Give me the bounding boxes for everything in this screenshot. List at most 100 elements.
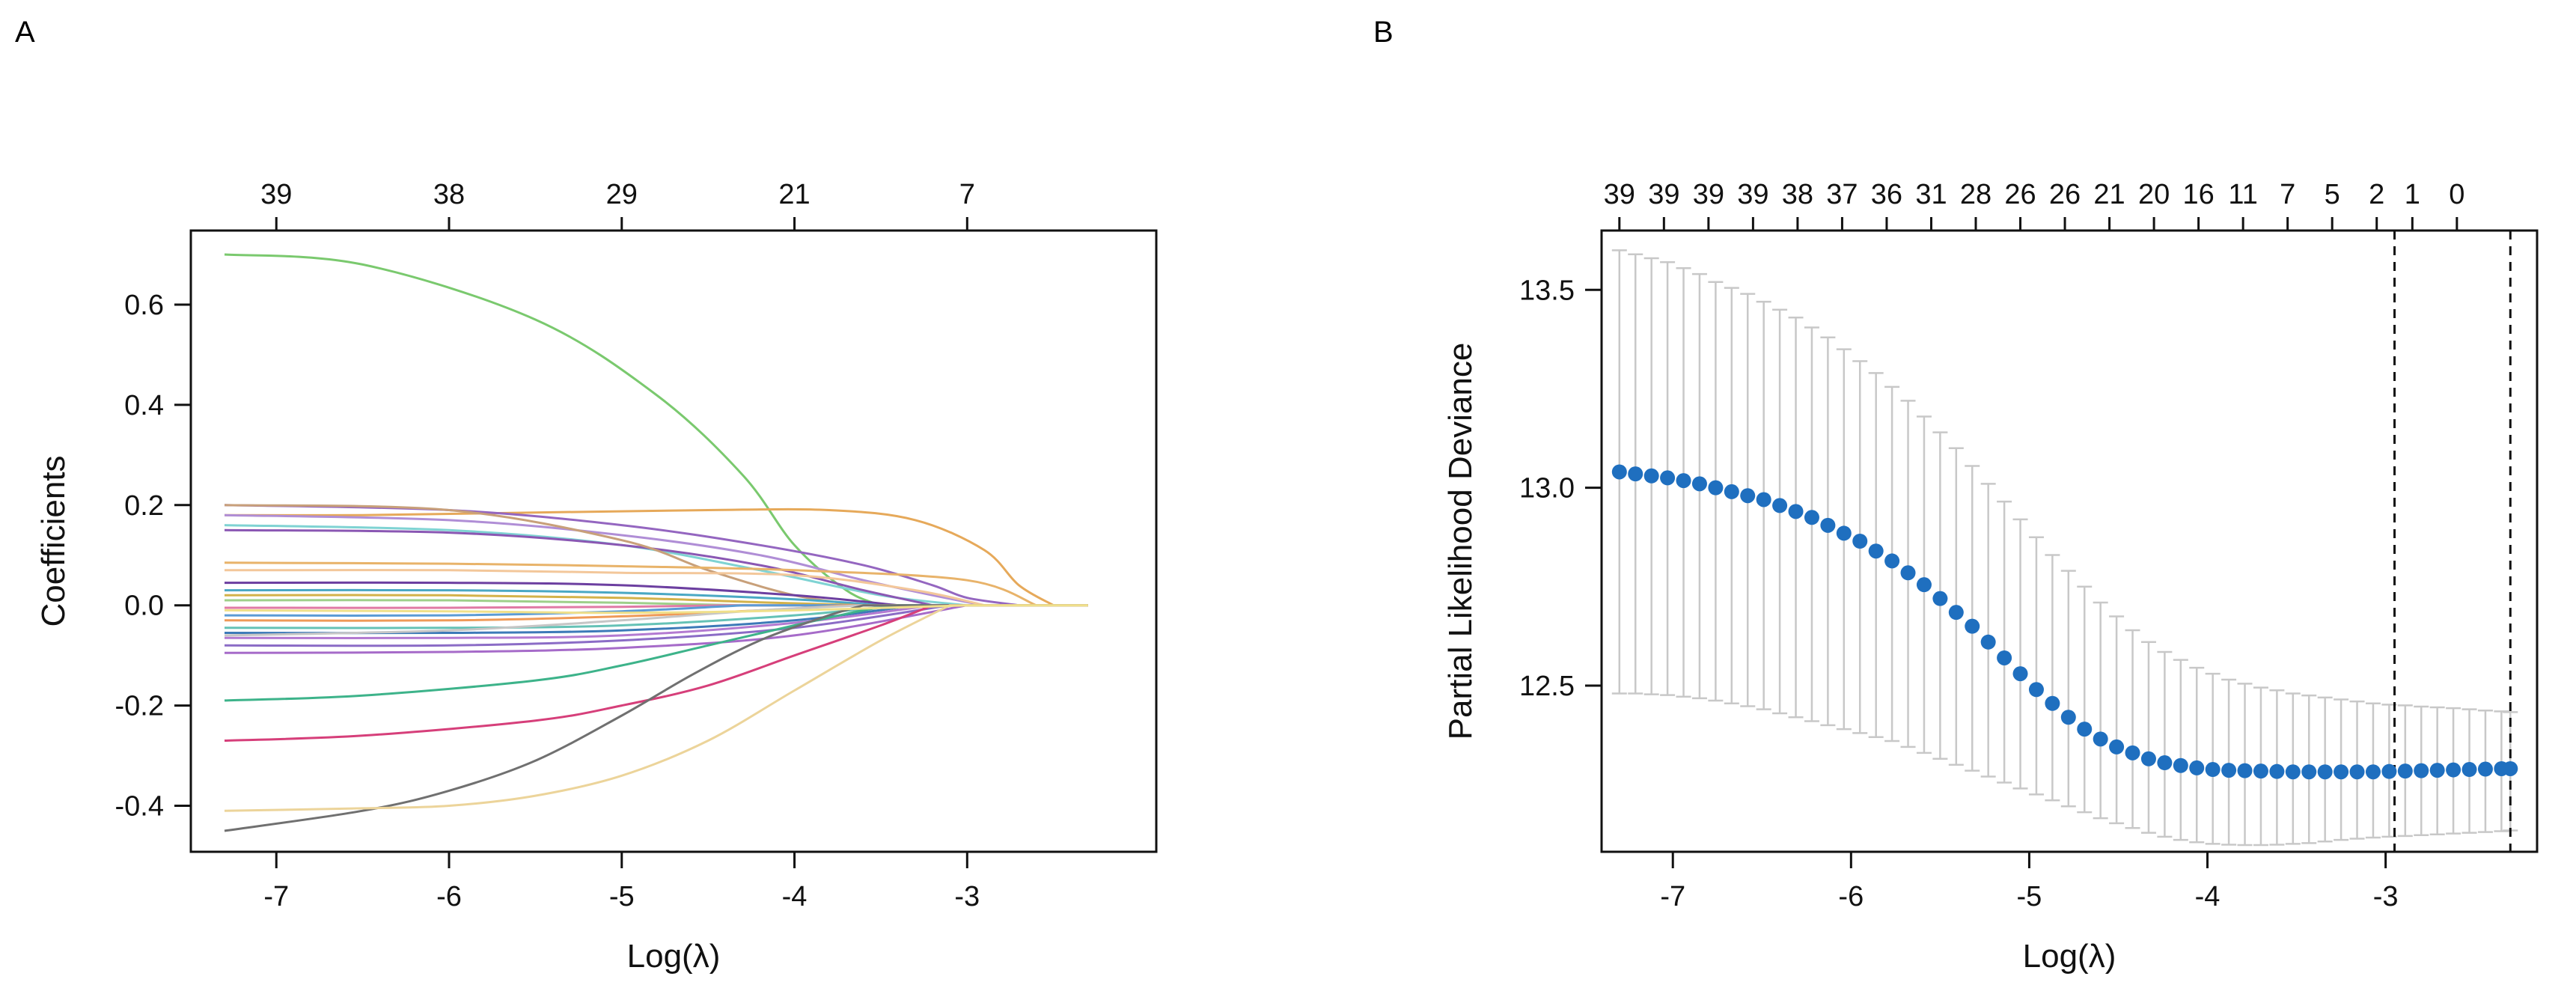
cv-mean-point bbox=[2109, 739, 2125, 754]
x-tick-label: -3 bbox=[2373, 881, 2399, 912]
x-tick-label: -6 bbox=[436, 881, 462, 912]
coefficient-path-var23 bbox=[224, 604, 1088, 702]
x-tick-label: -7 bbox=[263, 881, 289, 912]
cv-mean-point bbox=[1691, 476, 1707, 492]
cv-mean-point bbox=[2140, 751, 2156, 766]
cv-mean-point bbox=[2285, 764, 2301, 780]
cv-mean-point bbox=[2205, 762, 2221, 778]
cv-mean-point bbox=[2334, 764, 2349, 780]
panel-b-top-ticks: 39 39 39 39 38 37 36 31 28 26 26 21 20 16 11 7 5 2 1 0 bbox=[1604, 179, 2464, 231]
top-tick-label: 26 bbox=[2004, 179, 2036, 210]
y-tick-label: 0.2 bbox=[124, 490, 164, 522]
coefficient-path-var19 bbox=[224, 604, 1088, 639]
top-tick-label: 26 bbox=[2049, 179, 2081, 210]
coefficient-path-var2 bbox=[224, 507, 1088, 607]
cv-mean-point bbox=[1916, 577, 1932, 593]
panel-a-y-ticks: -0.4 -0.2 0.0 0.2 0.4 0.6 bbox=[115, 290, 191, 823]
x-tick-label: -3 bbox=[954, 881, 980, 912]
x-tick-label: -4 bbox=[2195, 881, 2221, 912]
y-tick-label: -0.2 bbox=[115, 691, 164, 722]
coefficient-path-var11 bbox=[224, 588, 1088, 607]
cv-mean-point bbox=[2269, 763, 2285, 779]
cv-mean-point bbox=[2077, 722, 2093, 737]
cv-mean-point bbox=[2365, 764, 2381, 780]
panel-b-plot-box bbox=[1600, 229, 2539, 853]
panel-a-x-axis-title: Log(λ) bbox=[627, 938, 721, 975]
cv-mean-point bbox=[1756, 492, 1771, 507]
cv-mean-point bbox=[2317, 764, 2333, 780]
cv-mean-point bbox=[2461, 762, 2477, 778]
cv-mean-point bbox=[2060, 710, 2076, 725]
cv-mean-point bbox=[2045, 695, 2060, 711]
panel-a-plot-box bbox=[189, 229, 1158, 853]
coefficient-path-var12 bbox=[224, 594, 1088, 607]
coefficient-path-var17 bbox=[224, 604, 1088, 629]
top-tick-label: 7 bbox=[959, 179, 975, 210]
cv-mean-point bbox=[2414, 763, 2429, 778]
coefficient-path-var27 bbox=[224, 604, 1088, 615]
panel-b-error-bars bbox=[1611, 249, 2518, 847]
y-tick-label: -0.4 bbox=[115, 791, 164, 823]
top-tick-label: 21 bbox=[2093, 179, 2125, 210]
coefficient-path-var20 bbox=[224, 604, 1088, 647]
cv-mean-point bbox=[2253, 763, 2268, 779]
top-tick-label: 21 bbox=[778, 179, 810, 210]
cv-mean-point bbox=[1660, 470, 1676, 486]
panel-a-y-axis-title: Coefficients bbox=[35, 455, 72, 626]
cv-mean-point bbox=[2093, 731, 2108, 747]
panel-b-x-axis-title: Log(λ) bbox=[2023, 938, 2116, 975]
cv-mean-point bbox=[1740, 488, 1756, 504]
top-tick-label: 0 bbox=[2449, 179, 2464, 210]
cv-mean-point bbox=[1804, 510, 1819, 525]
cv-mean-point bbox=[2173, 757, 2188, 773]
panel-b-points bbox=[1611, 464, 2518, 780]
top-tick-label: 20 bbox=[2138, 179, 2170, 210]
coefficient-path-var14 bbox=[224, 604, 1088, 609]
panel-a-chart: -7 -6 -5 -4 -3 -0.4 -0.2 0.0 0.2 0.4 0.6 39 38 29 21… bbox=[35, 179, 1158, 975]
panel-a-x-ticks: -7 -6 -5 -4 -3 bbox=[263, 852, 980, 912]
cv-mean-point bbox=[2028, 682, 2044, 698]
cv-mean-point bbox=[1884, 553, 1900, 569]
cv-mean-point bbox=[1948, 605, 1964, 621]
coefficient-path-var8 bbox=[224, 561, 1088, 607]
coefficient-path-var15 bbox=[224, 604, 1088, 617]
top-tick-label: 31 bbox=[1915, 179, 1947, 210]
cv-mean-point bbox=[2503, 760, 2518, 776]
coefficient-path-var25 bbox=[224, 604, 1088, 832]
panel-label-b: B bbox=[1373, 16, 1394, 49]
top-tick-label: 38 bbox=[1782, 179, 1813, 210]
y-tick-label: 13.5 bbox=[1519, 275, 1575, 306]
cv-mean-point bbox=[2221, 763, 2237, 778]
cv-mean-point bbox=[1772, 498, 1788, 513]
panel-label-a: A bbox=[15, 16, 35, 49]
cv-mean-point bbox=[2237, 763, 2253, 778]
top-tick-label: 2 bbox=[2369, 179, 2384, 210]
cv-mean-point bbox=[1965, 618, 1980, 634]
x-tick-label: -4 bbox=[782, 881, 808, 912]
cv-mean-point bbox=[2349, 764, 2365, 780]
top-tick-label: 5 bbox=[2325, 179, 2340, 210]
cv-mean-point bbox=[1788, 504, 1804, 519]
y-tick-label: 0.6 bbox=[124, 290, 164, 321]
coefficient-path-var21 bbox=[224, 604, 1088, 654]
cv-mean-point bbox=[1900, 565, 1916, 581]
cv-mean-point bbox=[1980, 634, 1996, 650]
cv-mean-point bbox=[1852, 534, 1868, 549]
cv-mean-point bbox=[2125, 745, 2140, 760]
top-tick-label: 39 bbox=[1604, 179, 1635, 210]
cv-mean-point bbox=[1724, 484, 1739, 499]
coefficient-path-var13 bbox=[224, 599, 1088, 607]
coefficient-path-var1 bbox=[224, 253, 1088, 607]
coefficient-path-var6 bbox=[224, 528, 1088, 607]
panel-b-y-ticks: 12.5 13.0 13.5 bbox=[1519, 275, 1602, 702]
cv-mean-point bbox=[1708, 480, 1724, 496]
x-tick-label: -5 bbox=[2017, 881, 2042, 912]
coefficient-path-var4 bbox=[224, 513, 1088, 607]
coefficient-path-var26 bbox=[224, 604, 1088, 812]
cv-mean-point bbox=[2301, 764, 2317, 780]
cv-mean-point bbox=[2397, 763, 2413, 779]
cv-mean-point bbox=[2381, 763, 2397, 779]
cv-mean-point bbox=[1628, 466, 1643, 482]
panel-b-chart: -7 -6 -5 -4 -3 12.5 13.0 13.5 39 39 39 39 38 37 36 31… bbox=[1442, 179, 2539, 975]
cv-mean-point bbox=[2446, 762, 2461, 778]
